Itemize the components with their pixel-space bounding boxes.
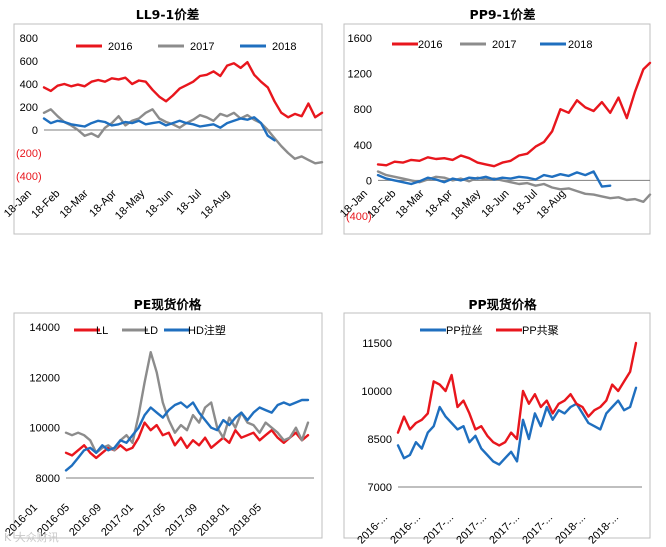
y-tick-label: 10000: [361, 386, 392, 398]
y-tick-label: 400: [20, 79, 38, 91]
y-tick-label: 800: [20, 33, 38, 45]
y-tick-label: 8000: [36, 473, 60, 485]
series-line-2016: [42, 61, 324, 119]
y-tick-label: 800: [354, 104, 372, 116]
legend-label-LL: LL: [96, 325, 108, 337]
series-line-2016: [376, 61, 652, 168]
chart-title-pe-spot: PE现货价格: [133, 297, 202, 312]
chart-title-pp-spot: PP现货价格: [468, 297, 537, 312]
y-tick-label: 11500: [362, 338, 392, 350]
chart-frame: [343, 23, 651, 235]
y-tick-label: 1600: [348, 33, 372, 45]
series-line-2017: [42, 108, 324, 165]
chart-panel-1: 160012008004000(400)18-Jan18-Feb18-Mar18…: [338, 23, 652, 235]
legend-label-PP共聚: PP共聚: [522, 324, 559, 337]
series-line-PP共聚: [396, 341, 638, 447]
y-tick-label: 12000: [29, 372, 60, 384]
chart-panel-2: 14000120001000080002016-012016-052016-09…: [3, 312, 323, 539]
y-tick-label: 400: [354, 140, 372, 152]
series-line-PP拉丝: [396, 386, 638, 466]
series-line-2017: [376, 170, 652, 204]
y-tick-label: 8500: [368, 434, 392, 446]
chart-panel-3: 1150010000850070002016-...2016-...2017-.…: [343, 312, 651, 547]
y-tick-label: 7000: [368, 482, 392, 494]
legend-label-PP拉丝: PP拉丝: [446, 323, 483, 337]
y-tick-label: 10000: [29, 423, 60, 435]
watermark-text: K 大众财讯: [4, 531, 59, 544]
y-tick-label: 14000: [29, 322, 60, 334]
legend-label-2017: 2017: [190, 41, 214, 53]
series-line-HD注塑: [64, 398, 310, 472]
chart-title-ll91: LL9-1价差: [135, 7, 200, 22]
y-tick-label-negative: (400): [346, 211, 372, 223]
chart-frame: [13, 23, 323, 235]
legend-label-2018: 2018: [568, 39, 592, 51]
chart-frame: [343, 312, 651, 539]
legend-label-2017: 2017: [492, 39, 516, 51]
y-tick-label: 200: [20, 102, 38, 114]
y-tick-label: 0: [32, 125, 38, 137]
legend-label-HD注塑: HD注塑: [188, 323, 226, 337]
legend-label-2018: 2018: [272, 41, 296, 53]
y-tick-label: 1200: [348, 69, 372, 81]
legend-label-2016: 2016: [108, 41, 132, 53]
y-tick-label-negative: (400): [16, 171, 42, 183]
series-line-LD: [64, 351, 310, 454]
series-line-2018: [376, 170, 612, 188]
y-tick-label: 0: [366, 175, 372, 187]
y-tick-label-negative: (200): [16, 148, 42, 160]
chart-panel-0: 8006004002000(200)(400)18-Jan18-Feb18-Ma…: [2, 23, 324, 235]
legend-label-2016: 2016: [418, 39, 442, 51]
chart-title-pp91: PP9-1价差: [469, 7, 536, 22]
series-line-2018: [42, 116, 276, 142]
legend-label-LD: LD: [144, 325, 158, 337]
y-tick-label: 600: [20, 56, 38, 68]
